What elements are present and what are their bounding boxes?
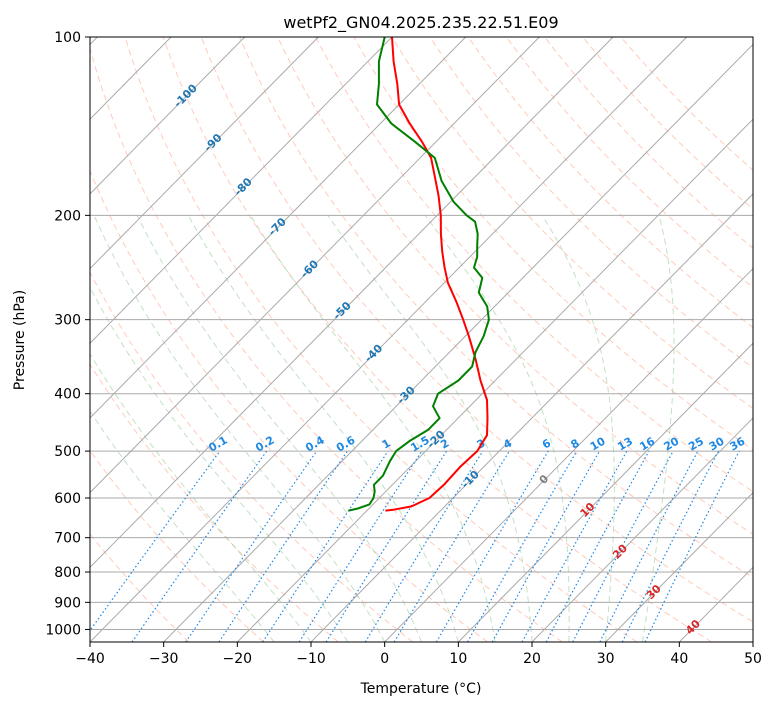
moist-adiabat bbox=[642, 215, 675, 642]
dry-adiabat bbox=[239, 37, 753, 579]
isotherm-gridline bbox=[90, 37, 393, 344]
x-axis-ticks: −40 −30 −20 −10 0 10 20 30 40 50 bbox=[75, 642, 762, 667]
x-tick-label: −30 bbox=[149, 651, 179, 667]
x-tick-label: 0 bbox=[380, 651, 389, 667]
dry-adiabat bbox=[90, 449, 264, 642]
mixing-ratio-line bbox=[466, 450, 578, 642]
mixing-ratio-line bbox=[393, 450, 510, 642]
y-tick-label: 400 bbox=[54, 387, 81, 403]
isotherm-gridline bbox=[163, 43, 753, 642]
y-tick-label: 1000 bbox=[45, 622, 81, 638]
isotherm-grid bbox=[90, 37, 753, 642]
x-tick-label: 30 bbox=[597, 651, 615, 667]
dry-adiabat bbox=[391, 37, 753, 410]
x-tick-label: 20 bbox=[523, 651, 541, 667]
mixing-ratio-line bbox=[364, 450, 484, 642]
y-axis-ticks: 1000 900 800 700 600 500 400 300 200 100 bbox=[45, 30, 90, 638]
moist-adiabat bbox=[541, 215, 615, 642]
mixing-ratio-line bbox=[521, 450, 628, 642]
moist-adiabat bbox=[250, 215, 496, 642]
temperature-line bbox=[385, 37, 489, 512]
isotherm-gridline bbox=[90, 37, 540, 494]
dry-adiabat bbox=[162, 37, 712, 642]
isotherm-gridline bbox=[90, 37, 614, 569]
moist-adiabat bbox=[424, 215, 570, 642]
dry-adiabat bbox=[429, 37, 753, 369]
mixing-ratio-line bbox=[491, 450, 601, 642]
dry-adiabat bbox=[90, 46, 563, 642]
mixing-ratio-line bbox=[435, 450, 549, 642]
mixing-ratio-line bbox=[545, 450, 650, 642]
mixing-ratio-line bbox=[325, 450, 448, 642]
moist-adiabat bbox=[90, 410, 275, 642]
isotherm-gridline bbox=[90, 37, 467, 419]
isobar-grid bbox=[90, 37, 753, 630]
mixing-ratio-line bbox=[90, 450, 221, 632]
moist-adiabat bbox=[93, 215, 386, 642]
y-tick-label: 700 bbox=[54, 531, 81, 547]
isotherm-gridline bbox=[531, 417, 753, 642]
y-tick-label: 600 bbox=[54, 491, 81, 507]
y-tick-label: 100 bbox=[54, 30, 81, 46]
y-axis-label: Pressure (hPa) bbox=[12, 290, 28, 390]
moist-adiabat bbox=[327, 215, 533, 642]
isotherm-gridline bbox=[457, 342, 753, 642]
isotherm-gridline bbox=[90, 37, 688, 642]
mixing-ratio-line bbox=[644, 450, 740, 642]
dry-adiabat bbox=[277, 37, 753, 535]
x-axis-label: Temperature (°C) bbox=[360, 681, 482, 697]
x-tick-label: 50 bbox=[744, 651, 762, 667]
isotherm-gridline bbox=[384, 267, 753, 642]
x-tick-label: −20 bbox=[223, 651, 253, 667]
y-tick-label: 900 bbox=[54, 595, 81, 611]
isotherm-gridline bbox=[310, 193, 753, 642]
y-tick-label: 800 bbox=[54, 565, 81, 581]
mixing-ratio-line bbox=[185, 450, 318, 642]
profile-series bbox=[348, 37, 490, 512]
plot-frame bbox=[89, 36, 754, 643]
mixing-ratio-lines bbox=[90, 450, 740, 642]
moist-adiabats bbox=[90, 215, 675, 642]
isotherm-gridline bbox=[605, 491, 753, 642]
dry-adiabat bbox=[90, 271, 414, 642]
plot-area: 0.1 0.2 0.4 0.6 1 1.5 2 3 4 6 8 10 13 16 20 25 30 36-100-… bbox=[90, 37, 753, 642]
y-tick-label: 200 bbox=[54, 208, 81, 224]
isotherm-gridline bbox=[90, 37, 319, 270]
mixing-ratio-line bbox=[131, 450, 268, 642]
x-tick-label: 10 bbox=[449, 651, 467, 667]
moist-adiabat bbox=[136, 215, 422, 642]
x-tick-label: −40 bbox=[75, 651, 105, 667]
moist-adiabat bbox=[187, 215, 459, 642]
dry-adiabat bbox=[467, 37, 753, 329]
dry-adiabat bbox=[124, 37, 638, 642]
isotherm-gridline bbox=[236, 118, 753, 642]
x-tick-label: 40 bbox=[670, 651, 688, 667]
mixing-ratio-line bbox=[298, 450, 423, 642]
x-tick-label: −10 bbox=[296, 651, 326, 667]
isotherm-gridline bbox=[90, 37, 246, 195]
chart-title: wetPf2_GN04.2025.235.22.51.E09 bbox=[283, 13, 558, 33]
dry-adiabat bbox=[90, 169, 488, 642]
dry-adiabat bbox=[582, 37, 753, 210]
moist-adiabat bbox=[90, 352, 312, 642]
dewpoint-line bbox=[348, 37, 490, 512]
y-tick-label: 300 bbox=[54, 313, 81, 329]
y-tick-label: 500 bbox=[54, 444, 81, 460]
dry-adiabat bbox=[544, 37, 753, 249]
